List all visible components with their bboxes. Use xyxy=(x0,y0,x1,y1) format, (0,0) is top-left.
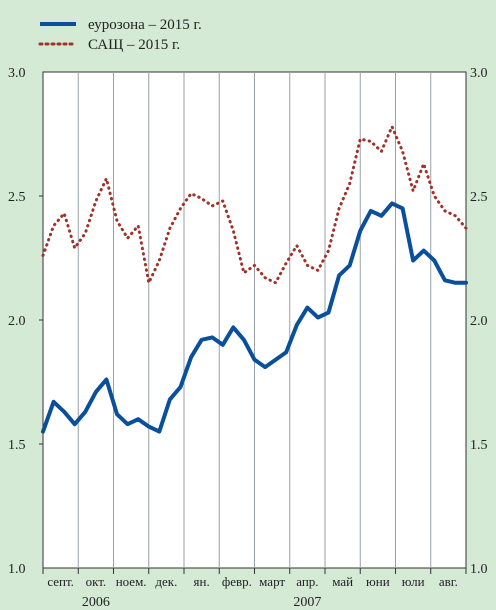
x-tick-label: ян. xyxy=(194,574,210,589)
legend-label-usa: САЩ – 2015 г. xyxy=(88,37,180,53)
axes: 1.0 1.0 1.5 1.5 2.0 2.0 2.5 2.5 3.0 3.0 септ. окт. н… xyxy=(8,66,488,610)
x-tick-label: окт. xyxy=(86,574,107,589)
y-tick-label-left: 1.0 xyxy=(8,562,26,577)
x-tick-label: юли xyxy=(402,574,425,589)
x-tick-label: септ. xyxy=(47,574,74,589)
x-tick-label: юни xyxy=(366,574,390,589)
y-tick-label-right: 2.5 xyxy=(470,190,488,205)
y-tick-label-right: 2.0 xyxy=(470,314,488,329)
y-tick-label-left: 2.5 xyxy=(8,190,26,205)
y-tick-label-left: 1.5 xyxy=(8,438,26,453)
y-tick-label-right: 3.0 xyxy=(470,66,488,81)
legend: еурозона – 2015 г. САЩ – 2015 г. xyxy=(38,17,202,53)
grid xyxy=(77,72,432,568)
x-tick-label: февр. xyxy=(222,574,252,589)
series-group xyxy=(41,125,468,434)
x-year-label: 2006 xyxy=(82,595,110,610)
y-tick-label-left: 3.0 xyxy=(8,66,26,81)
legend-label-eurozone: еурозона – 2015 г. xyxy=(88,17,202,33)
series-line-usa xyxy=(41,125,468,285)
series-line-eurozone xyxy=(41,201,468,434)
x-tick-label: апр. xyxy=(296,574,318,589)
y-tick-label-right: 1.5 xyxy=(470,438,488,453)
x-tick-label: март xyxy=(259,574,285,589)
x-year-label: 2007 xyxy=(293,595,321,610)
x-tick-label: ноем. xyxy=(116,574,147,589)
y-tick-label-left: 2.0 xyxy=(8,314,26,329)
y-tick-label-right: 1.0 xyxy=(470,562,488,577)
x-tick-label: дек. xyxy=(155,574,177,589)
x-tick-label: авг. xyxy=(439,574,458,589)
x-tick-label: май xyxy=(332,574,353,589)
